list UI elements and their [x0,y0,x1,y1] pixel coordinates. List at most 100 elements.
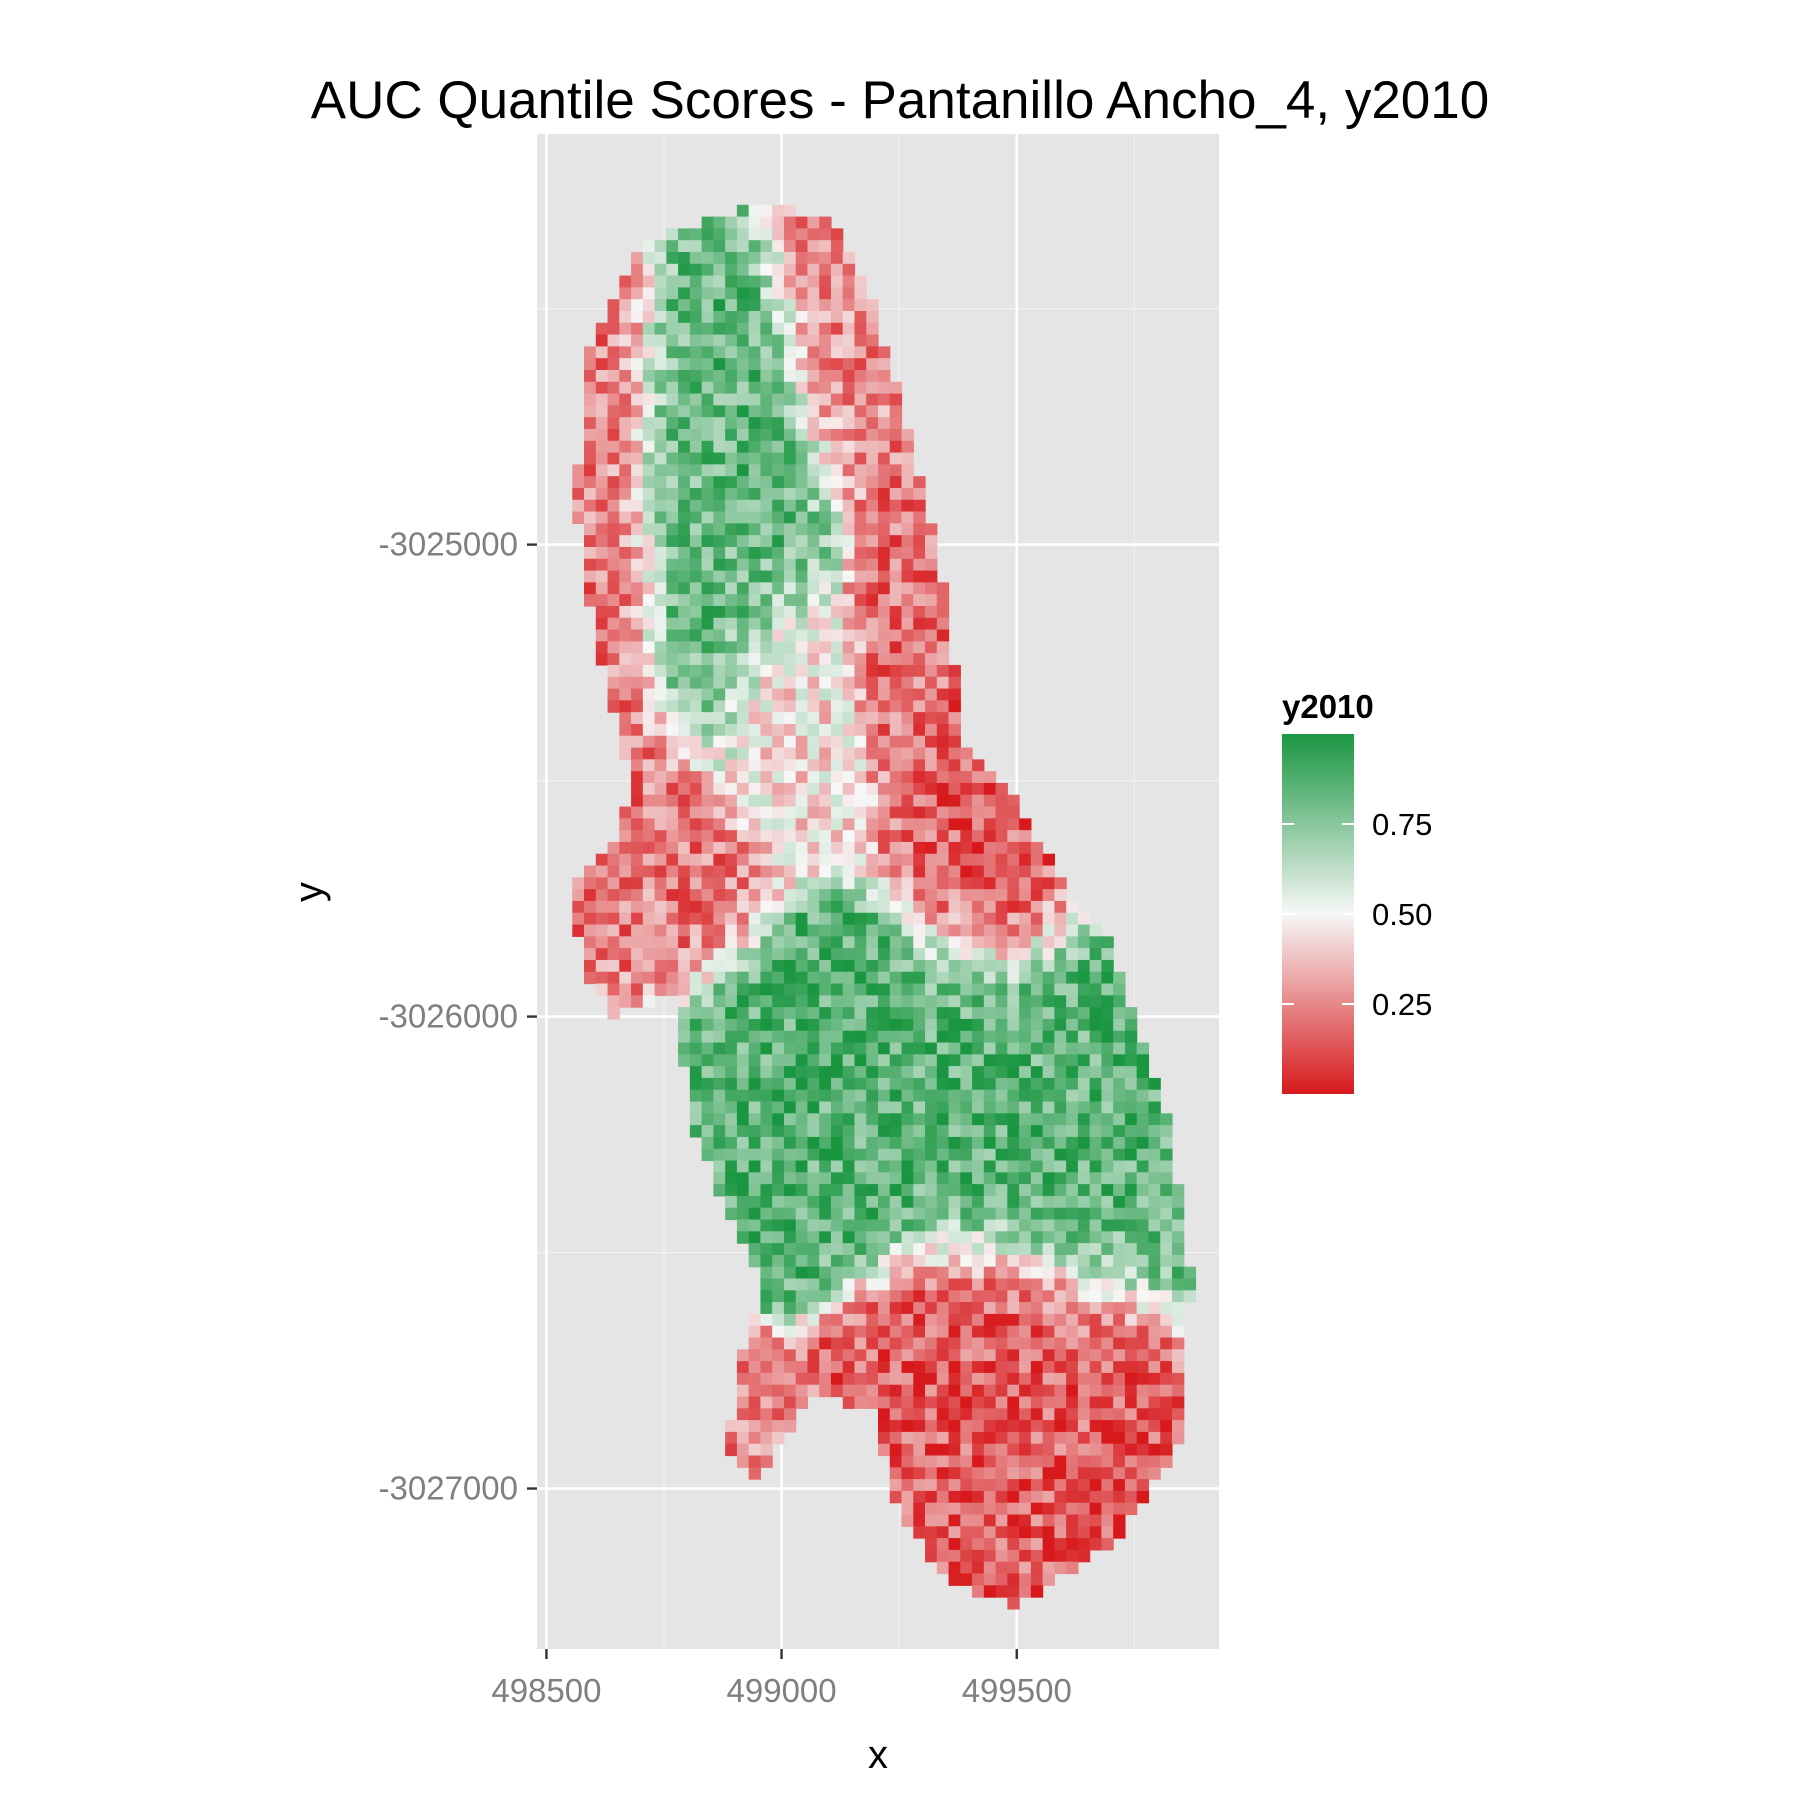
heatmap-cell [913,1420,926,1433]
heatmap-cell [689,464,703,477]
heatmap-cell [1101,1054,1114,1067]
heatmap-cell [913,1396,926,1409]
heatmap-cell [1101,1408,1114,1421]
heatmap-cell [1042,1030,1055,1044]
heatmap-cell [607,865,620,878]
heatmap-cell [819,1302,832,1315]
heatmap-cell [678,865,691,878]
heatmap-cell [713,1066,726,1079]
heatmap-cell [925,688,938,701]
heatmap-cell [689,582,703,595]
heatmap-cell [854,511,867,524]
heatmap-cell [607,299,620,312]
heatmap-cell [830,676,844,690]
heatmap-cell [983,1219,997,1232]
heatmap-cell [1124,1172,1138,1185]
heatmap-cell [948,1160,961,1173]
heatmap-cell [689,782,703,796]
heatmap-cell [936,1420,950,1433]
heatmap-cell [936,700,950,713]
heatmap-cell [1066,1160,1079,1173]
heatmap-cell [689,830,703,843]
heatmap-cell [948,959,961,973]
heatmap-cell [713,700,726,713]
heatmap-cell [878,1207,891,1221]
heatmap-cell [878,1349,891,1362]
heatmap-cell [1054,1325,1067,1339]
heatmap-cell [713,1160,726,1173]
heatmap-cell [948,1195,961,1209]
y-axis: -3025000-3026000-3027000 [379,526,537,1507]
heatmap-cell [807,830,820,843]
heatmap-cell [807,1101,820,1114]
heatmap-cell [948,1172,961,1185]
heatmap-cell [1054,1361,1067,1374]
heatmap-cell [807,358,820,371]
heatmap-cell [901,546,914,560]
heatmap-cell [701,617,714,631]
heatmap-cell [795,617,809,631]
heatmap-cell [760,959,773,973]
heatmap-cell [983,771,997,784]
heatmap-cell [995,936,1008,949]
heatmap-cell [1066,1467,1079,1480]
heatmap-cell [901,1125,914,1138]
heatmap-cell [889,664,903,678]
heatmap-cell [866,582,879,595]
heatmap-cell [713,346,726,359]
heatmap-cell [972,1455,985,1468]
heatmap-cell [736,499,750,513]
heatmap-cell [725,263,738,277]
heatmap-cell [678,228,691,241]
heatmap-cell [925,983,938,996]
heatmap-cell [1066,971,1079,985]
heatmap-cell [607,900,620,914]
heatmap-cell [866,1018,879,1032]
heatmap-cell [925,924,938,937]
heatmap-cell [1030,1467,1044,1480]
heatmap-cell [807,995,820,1008]
heatmap-cell [830,735,844,749]
heatmap-cell [619,877,632,890]
heatmap-cell [783,476,797,489]
heatmap-cell [983,1325,997,1339]
heatmap-cell [972,1479,985,1492]
heatmap-cell [748,735,762,749]
heatmap-cell [1113,1018,1126,1032]
heatmap-cell [666,617,679,631]
heatmap-cell [1007,1219,1020,1232]
heatmap-cell [772,629,785,642]
heatmap-cell [1089,1290,1103,1303]
heatmap-cell [995,900,1008,914]
heatmap-cell [760,900,773,914]
heatmap-cell [795,1384,809,1398]
heatmap-cell [983,1361,997,1374]
heatmap-cell [807,664,820,678]
heatmap-cell [666,723,679,737]
heatmap-cell [760,889,773,902]
heatmap-cell [1113,1526,1126,1539]
heatmap-cell [807,535,820,548]
heatmap-cell [995,983,1008,996]
heatmap-cell [713,1018,726,1032]
heatmap-cell [842,523,856,536]
heatmap-cell [713,464,726,477]
heatmap-cell [830,1066,844,1079]
heatmap-cell [642,959,656,973]
heatmap-cell [783,782,797,796]
heatmap-cell [1160,1136,1173,1150]
heatmap-cell [983,1172,997,1185]
heatmap-cell [866,499,879,513]
heatmap-cell [972,1231,985,1244]
heatmap-cell [925,1420,938,1433]
heatmap-cell [1101,1313,1114,1327]
heatmap-cell [913,1526,926,1539]
heatmap-cell [913,1136,926,1150]
heatmap-cell [654,936,667,949]
heatmap-cell [666,393,679,406]
heatmap-cell [854,664,867,678]
heatmap-cell [866,1148,879,1162]
heatmap-cell [936,759,950,772]
heatmap-cell [913,1113,926,1126]
heatmap-cell [760,1007,773,1020]
